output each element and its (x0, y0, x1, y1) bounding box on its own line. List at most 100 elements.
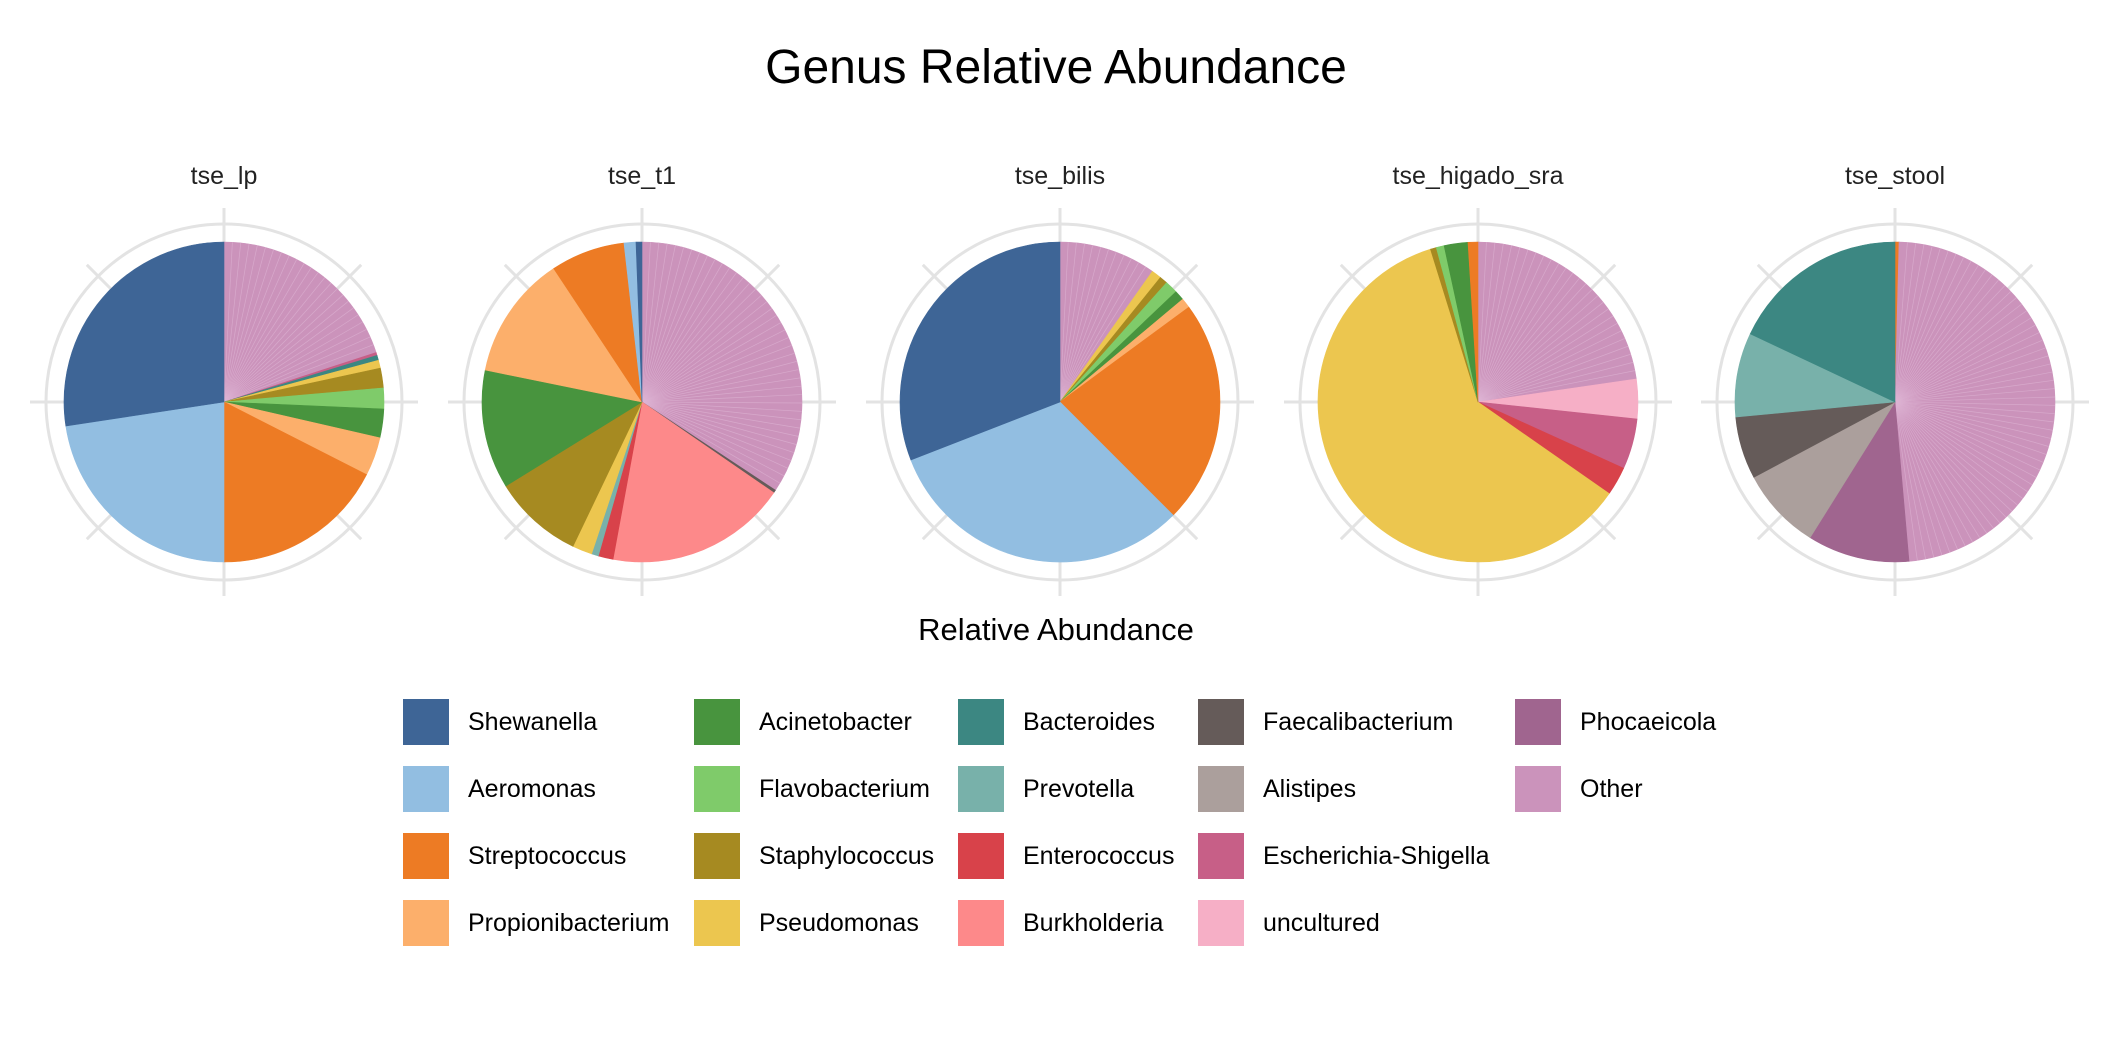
pie-slice-other-sliver (1894, 401, 2041, 471)
legend-swatch (958, 833, 1004, 879)
pie-slice-other-sliver (641, 361, 797, 403)
pie-slice-other-sliver (1477, 242, 1496, 403)
pie-slice-other-sliver (641, 259, 716, 403)
facet-title-tse_higado_sra: tse_higado_sra (1392, 162, 1564, 190)
pie-slice-other-sliver (1477, 289, 1593, 403)
legend-swatch (958, 900, 1004, 946)
pie-slice-other-sliver (641, 401, 792, 461)
legend-label: Phocaeicola (1580, 707, 1717, 736)
legend-swatch (694, 766, 740, 812)
pie-slice-other-sliver (1059, 243, 1085, 403)
pie-slice-other-sliver (223, 321, 363, 403)
pie-slice-other-sliver (1894, 253, 1957, 403)
pie-slice-other-sliver (223, 282, 332, 403)
legend-swatch (403, 900, 449, 946)
pie-slice-other-sliver (1059, 262, 1139, 403)
pie-slice-other-sliver (641, 288, 756, 403)
pie-slice-other-sliver (1894, 401, 1994, 529)
pie-slice-other-sliver (1477, 295, 1598, 403)
pie-slice-other-sliver (1894, 401, 2051, 439)
pie-slice-other-sliver (1477, 263, 1559, 403)
legend-label: Burkholderia (1023, 908, 1164, 937)
pie-slice-other-sliver (1894, 248, 1941, 403)
pie-slice-other-sliver (1894, 401, 2055, 406)
pie-slice-other-sliver (223, 336, 371, 403)
pie-slice-other-sliver (1477, 338, 1625, 403)
pie-tse_lp (30, 208, 418, 596)
legend-item-enterococcus: Enterococcus (958, 833, 1174, 879)
pie-slice-other-sliver (1894, 401, 1926, 560)
pie-slice-other-sliver (223, 243, 250, 403)
legend-swatch (1515, 766, 1561, 812)
legend-label: Escherichia-Shigella (1263, 841, 1490, 870)
pie-slice-other-sliver (641, 308, 772, 403)
pie-slice-other-sliver (1894, 257, 1964, 403)
pie-slice-other-sliver (1059, 249, 1109, 403)
pie-slice-other-sliver (1894, 401, 1951, 553)
legend-item-propionibacterium: Propionibacterium (403, 900, 670, 946)
pie-slice-other-sliver (1477, 370, 1635, 403)
pie-slice-other-sliver (1894, 242, 1908, 403)
legend-label: uncultured (1263, 908, 1380, 937)
pie-slice-other-sliver (641, 245, 676, 403)
pie-slice-streptococcus (1059, 306, 1221, 516)
pie-slice-other-sliver (1477, 243, 1504, 403)
pie-slice-other-sliver (223, 252, 282, 403)
pie-slice-other-sliver (223, 294, 344, 403)
pie-slice-other-sliver (1894, 291, 2011, 403)
legend-label: Other (1580, 774, 1643, 803)
pie-slice-other-sliver (1477, 252, 1537, 403)
pie-slice-other-sliver (641, 377, 801, 403)
pie-tse_stool (1701, 208, 2089, 596)
legend-swatch (694, 833, 740, 879)
pie-slice-other-sliver (1894, 246, 1933, 403)
pie-slice-other-sliver (1894, 401, 2053, 431)
legend-item-escherichia-shigella: Escherichia-Shigella (1198, 833, 1490, 879)
pie-slice-other-sliver (223, 301, 349, 403)
pie-slice-other-sliver (1477, 283, 1587, 403)
pie-slice-other-sliver (1894, 250, 1949, 403)
pie-slice-streptococcus (223, 401, 367, 563)
pie-slice-other-sliver (1059, 252, 1117, 403)
pie-slice-pseudomonas (1317, 248, 1610, 563)
pie-slice-other-sliver (223, 263, 305, 403)
pie-slice-other-sliver (1477, 268, 1567, 403)
pie-slice-other-sliver (223, 255, 290, 403)
pie-slice-other-sliver (641, 249, 692, 403)
pie-slice-other-sliver (1894, 243, 1917, 403)
legend-swatch (958, 699, 1004, 745)
pie-slice-other-sliver (641, 401, 799, 437)
legend-item-other: Other (1515, 766, 1643, 812)
pie-slice-other-sliver (1894, 401, 2044, 463)
pie-slice-other-sliver (1477, 315, 1614, 403)
pie-slice-streptococcus (1467, 241, 1479, 403)
pie-slice-other-sliver (1894, 401, 2001, 524)
pie-slice-other-sliver (1894, 310, 2027, 403)
pie-slice-prevotella (1734, 333, 1897, 418)
pie-slice-other-sliver (641, 267, 730, 403)
facet-title-tse_t1: tse_t1 (607, 162, 677, 190)
legend-swatch (958, 766, 1004, 812)
pie-slice-other-sliver (1894, 401, 2007, 518)
pie-slice-other-sliver (1477, 308, 1609, 403)
legend-item-shewanella: Shewanella (403, 699, 597, 745)
pie-slice-other-sliver (1894, 401, 1966, 546)
pie-slice-other-sliver (1059, 258, 1132, 403)
legend-item-streptococcus: Streptococcus (403, 833, 626, 879)
legend-swatch (403, 833, 449, 879)
pie-slice-other-sliver (1894, 324, 2036, 403)
pie-slice-other-sliver (641, 369, 799, 403)
legend-swatch (1198, 699, 1244, 745)
pie-slice-acinetobacter (481, 369, 643, 487)
legend-label: Shewanella (468, 707, 598, 736)
pie-slice-other-sliver (641, 401, 788, 469)
pie-slice-other-sliver (641, 272, 737, 403)
pie-slice-other-sliver (641, 401, 785, 477)
pie-slice-other-sliver (1894, 401, 1935, 558)
pie-slice-other-sliver (641, 242, 651, 403)
pie-slice-other-sliver (1894, 363, 2051, 403)
legend-label: Bacteroides (1023, 707, 1156, 736)
legend-label: Propionibacterium (468, 908, 670, 937)
pie-slice-other-sliver (1894, 297, 2017, 403)
